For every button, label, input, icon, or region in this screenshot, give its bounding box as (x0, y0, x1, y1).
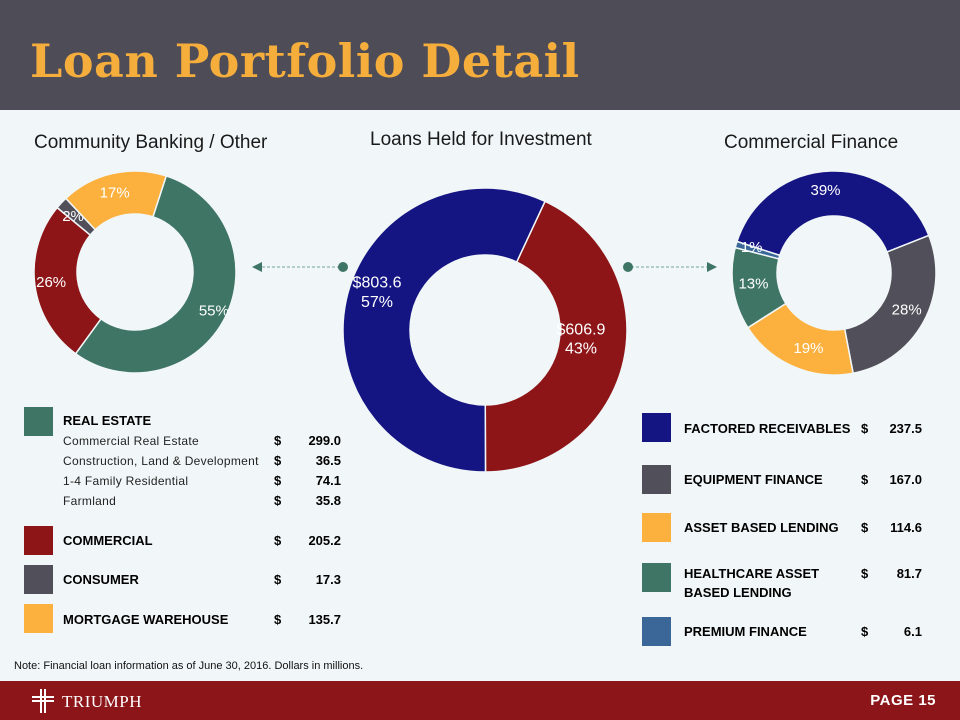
legend-amount-premium: 6.1 (903, 624, 922, 639)
swatch-equipment (642, 465, 671, 494)
connector-arrows (252, 262, 717, 272)
legend-label-premium: PREMIUM FINANCE (684, 624, 807, 639)
legend-amount-consumer: 17.3 (315, 572, 341, 587)
dollar-sign: $ (274, 493, 282, 508)
legend-label-equipment: EQUIPMENT FINANCE (684, 472, 823, 487)
chart-title-lhfi: Loans Held for Investment (370, 129, 592, 150)
chart-title-commercial-finance: Commercial Finance (724, 132, 899, 153)
dollar-sign: $ (861, 566, 869, 581)
legend-sub-farmland: Farmland (63, 494, 117, 508)
swatch-asset-based (642, 513, 671, 542)
legend-label-asset-based: ASSET BASED LENDING (684, 520, 839, 535)
legend-sub-cre: Commercial Real Estate (63, 434, 199, 448)
swatch-consumer (24, 565, 53, 594)
legend-amount-asset-based: 114.6 (890, 520, 922, 535)
data-label: 28% (892, 302, 922, 319)
slice-mortgage-warehouse (64, 170, 168, 231)
swatch-commercial (24, 526, 53, 555)
connector-dot-right (623, 262, 633, 272)
dollar-sign: $ (274, 473, 282, 488)
legend-amount-family: 74.1 (315, 473, 341, 488)
slice-commercial-finance (484, 200, 628, 473)
arrowhead-left (252, 262, 262, 272)
legend-label-healthcare-line2: BASED LENDING (684, 585, 792, 600)
data-label: 17% (100, 185, 130, 202)
cross-logo-icon (32, 689, 54, 713)
data-label: 13% (738, 276, 768, 293)
legend-label-healthcare-line1: HEALTHCARE ASSET (684, 566, 820, 581)
dollar-sign: $ (274, 572, 282, 587)
header-bar: Loan Portfolio Detail (0, 0, 960, 110)
slice-commercial (33, 206, 102, 355)
dollar-sign: $ (274, 433, 282, 448)
donut-commercial-finance: 39% 28% 19% 13% 1% (731, 170, 937, 376)
footnote: Note: Financial loan information as of J… (14, 660, 364, 672)
legend-amount-healthcare: 81.7 (896, 566, 922, 581)
legend-amount-construction: 36.5 (315, 453, 341, 468)
legend-amount-farmland: 35.8 (315, 493, 341, 508)
slice-factored-receivables (736, 170, 930, 257)
legend-amount-factored: 237.5 (889, 421, 922, 436)
arrowhead-right (707, 262, 717, 272)
swatch-factored (642, 413, 671, 442)
footer-bar: TRIUMPH PAGE 15 (0, 681, 960, 720)
dollar-sign: $ (861, 520, 869, 535)
data-label: 39% (810, 182, 840, 199)
legend-amount-commercial: 205.2 (308, 533, 341, 548)
swatch-healthcare (642, 563, 671, 592)
slice-community-banking-other (342, 187, 547, 473)
legend-amount-mortgage-warehouse: 135.7 (308, 612, 341, 627)
donut-loans-held: $606.9 43% $803.6 57% (342, 187, 628, 473)
legend-label-mortgage-warehouse: MORTGAGE WAREHOUSE (63, 612, 229, 627)
swatch-real-estate (24, 407, 53, 436)
dollar-sign: $ (274, 533, 282, 548)
data-label: $803.6 57% (353, 275, 402, 311)
page-number: PAGE 15 (870, 692, 936, 709)
swatch-premium (642, 617, 671, 646)
slice-equipment-finance (843, 234, 937, 375)
dollar-sign: $ (274, 453, 282, 468)
donut-community-banking: 55%26%2%17% (33, 170, 237, 374)
data-label: 55% (199, 302, 229, 319)
dollar-sign: $ (274, 612, 282, 627)
dollar-sign: $ (861, 472, 869, 487)
legend-amount-equipment: 167.0 (889, 472, 922, 487)
page-title: Loan Portfolio Detail (30, 34, 580, 88)
legend-label-factored: FACTORED RECEIVABLES (684, 421, 851, 436)
data-label: 1% (741, 239, 763, 256)
brand-name: TRIUMPH (62, 692, 143, 711)
swatch-mortgage-warehouse (24, 604, 53, 633)
slice-real-estate (74, 174, 237, 374)
legend-amount-cre: 299.0 (308, 433, 341, 448)
legend-sub-construction: Construction, Land & Development (63, 454, 259, 468)
data-label: 26% (36, 274, 66, 291)
legend-label-real-estate: REAL ESTATE (63, 413, 152, 428)
data-label: 19% (793, 340, 823, 357)
legend-label-consumer: CONSUMER (63, 572, 139, 587)
legend-sub-family: 1-4 Family Residential (63, 474, 189, 488)
data-label: $606.9 43% (557, 321, 606, 357)
legend-label-commercial: COMMERCIAL (63, 533, 153, 548)
dollar-sign: $ (861, 421, 869, 436)
slice-premium-finance (734, 240, 781, 260)
connector-dot-left (338, 262, 348, 272)
chart-title-community: Community Banking / Other (34, 132, 268, 153)
dollar-sign: $ (861, 624, 869, 639)
